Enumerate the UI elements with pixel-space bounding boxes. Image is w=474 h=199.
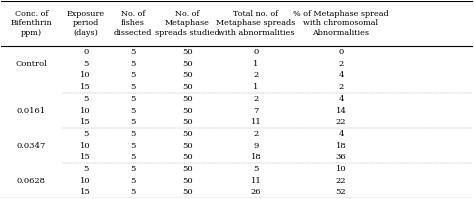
Text: 9: 9 xyxy=(253,142,259,150)
Text: Exposure
period
(days): Exposure period (days) xyxy=(67,10,105,37)
Text: 4: 4 xyxy=(338,71,344,79)
Text: 5: 5 xyxy=(130,142,136,150)
Text: 2: 2 xyxy=(253,95,258,103)
Text: 4: 4 xyxy=(338,130,344,138)
Text: 50: 50 xyxy=(182,106,193,114)
Text: 26: 26 xyxy=(251,188,261,196)
Text: 4: 4 xyxy=(338,95,344,103)
Text: 5: 5 xyxy=(130,83,136,91)
Text: Total no. of
Metaphase spreads
with abnormalities: Total no. of Metaphase spreads with abno… xyxy=(216,10,295,37)
Text: 36: 36 xyxy=(336,153,346,161)
Text: 50: 50 xyxy=(182,118,193,126)
Text: Control: Control xyxy=(16,60,47,68)
Text: 5: 5 xyxy=(83,165,89,173)
Text: 50: 50 xyxy=(182,130,193,138)
Text: 22: 22 xyxy=(336,118,346,126)
Text: 5: 5 xyxy=(130,188,136,196)
Text: 18: 18 xyxy=(336,142,346,150)
Text: 50: 50 xyxy=(182,142,193,150)
Text: 10: 10 xyxy=(81,71,91,79)
Text: 15: 15 xyxy=(81,118,91,126)
Text: 50: 50 xyxy=(182,188,193,196)
Text: No. of
fishes
dissected: No. of fishes dissected xyxy=(114,10,152,37)
Text: 5: 5 xyxy=(130,106,136,114)
Text: 5: 5 xyxy=(130,71,136,79)
Text: 50: 50 xyxy=(182,95,193,103)
Text: 5: 5 xyxy=(130,60,136,68)
Text: 50: 50 xyxy=(182,60,193,68)
Text: 1: 1 xyxy=(253,83,259,91)
Text: 5: 5 xyxy=(130,153,136,161)
Text: 1: 1 xyxy=(253,60,259,68)
Text: 50: 50 xyxy=(182,83,193,91)
Text: 0.0628: 0.0628 xyxy=(17,177,46,185)
Text: 0.0161: 0.0161 xyxy=(17,106,46,114)
Text: 50: 50 xyxy=(182,177,193,185)
Text: 5: 5 xyxy=(83,60,89,68)
Text: 15: 15 xyxy=(81,83,91,91)
Text: 10: 10 xyxy=(81,106,91,114)
Text: 2: 2 xyxy=(338,83,344,91)
Text: 5: 5 xyxy=(83,95,89,103)
Text: 0: 0 xyxy=(338,48,344,56)
Text: 18: 18 xyxy=(251,153,261,161)
Text: No. of
Metaphase
spreads studied: No. of Metaphase spreads studied xyxy=(155,10,219,37)
Text: % of Metaphase spread
with chromosomal
Abnormalities: % of Metaphase spread with chromosomal A… xyxy=(293,10,389,37)
Text: 11: 11 xyxy=(251,118,261,126)
Text: 5: 5 xyxy=(130,95,136,103)
Text: 50: 50 xyxy=(182,153,193,161)
Text: 22: 22 xyxy=(336,177,346,185)
Text: 10: 10 xyxy=(81,177,91,185)
Text: 2: 2 xyxy=(253,71,258,79)
Text: 5: 5 xyxy=(253,165,259,173)
Text: 5: 5 xyxy=(130,177,136,185)
Text: 5: 5 xyxy=(130,118,136,126)
Text: 5: 5 xyxy=(130,165,136,173)
Text: 0.0347: 0.0347 xyxy=(17,142,46,150)
Text: 5: 5 xyxy=(130,130,136,138)
Text: 5: 5 xyxy=(130,48,136,56)
Text: 5: 5 xyxy=(83,130,89,138)
Text: 10: 10 xyxy=(81,142,91,150)
Text: 10: 10 xyxy=(336,165,346,173)
Text: 14: 14 xyxy=(336,106,346,114)
Text: Conc. of
Bifenthrin
ppm): Conc. of Bifenthrin ppm) xyxy=(10,10,52,37)
Text: 7: 7 xyxy=(253,106,259,114)
Text: 50: 50 xyxy=(182,71,193,79)
Text: 0: 0 xyxy=(83,48,88,56)
Text: 0: 0 xyxy=(253,48,258,56)
Text: 50: 50 xyxy=(182,165,193,173)
Text: 50: 50 xyxy=(182,48,193,56)
Text: 52: 52 xyxy=(336,188,346,196)
Text: 15: 15 xyxy=(81,188,91,196)
Text: 2: 2 xyxy=(338,60,344,68)
Text: 11: 11 xyxy=(251,177,261,185)
Text: 2: 2 xyxy=(253,130,258,138)
Text: 15: 15 xyxy=(81,153,91,161)
